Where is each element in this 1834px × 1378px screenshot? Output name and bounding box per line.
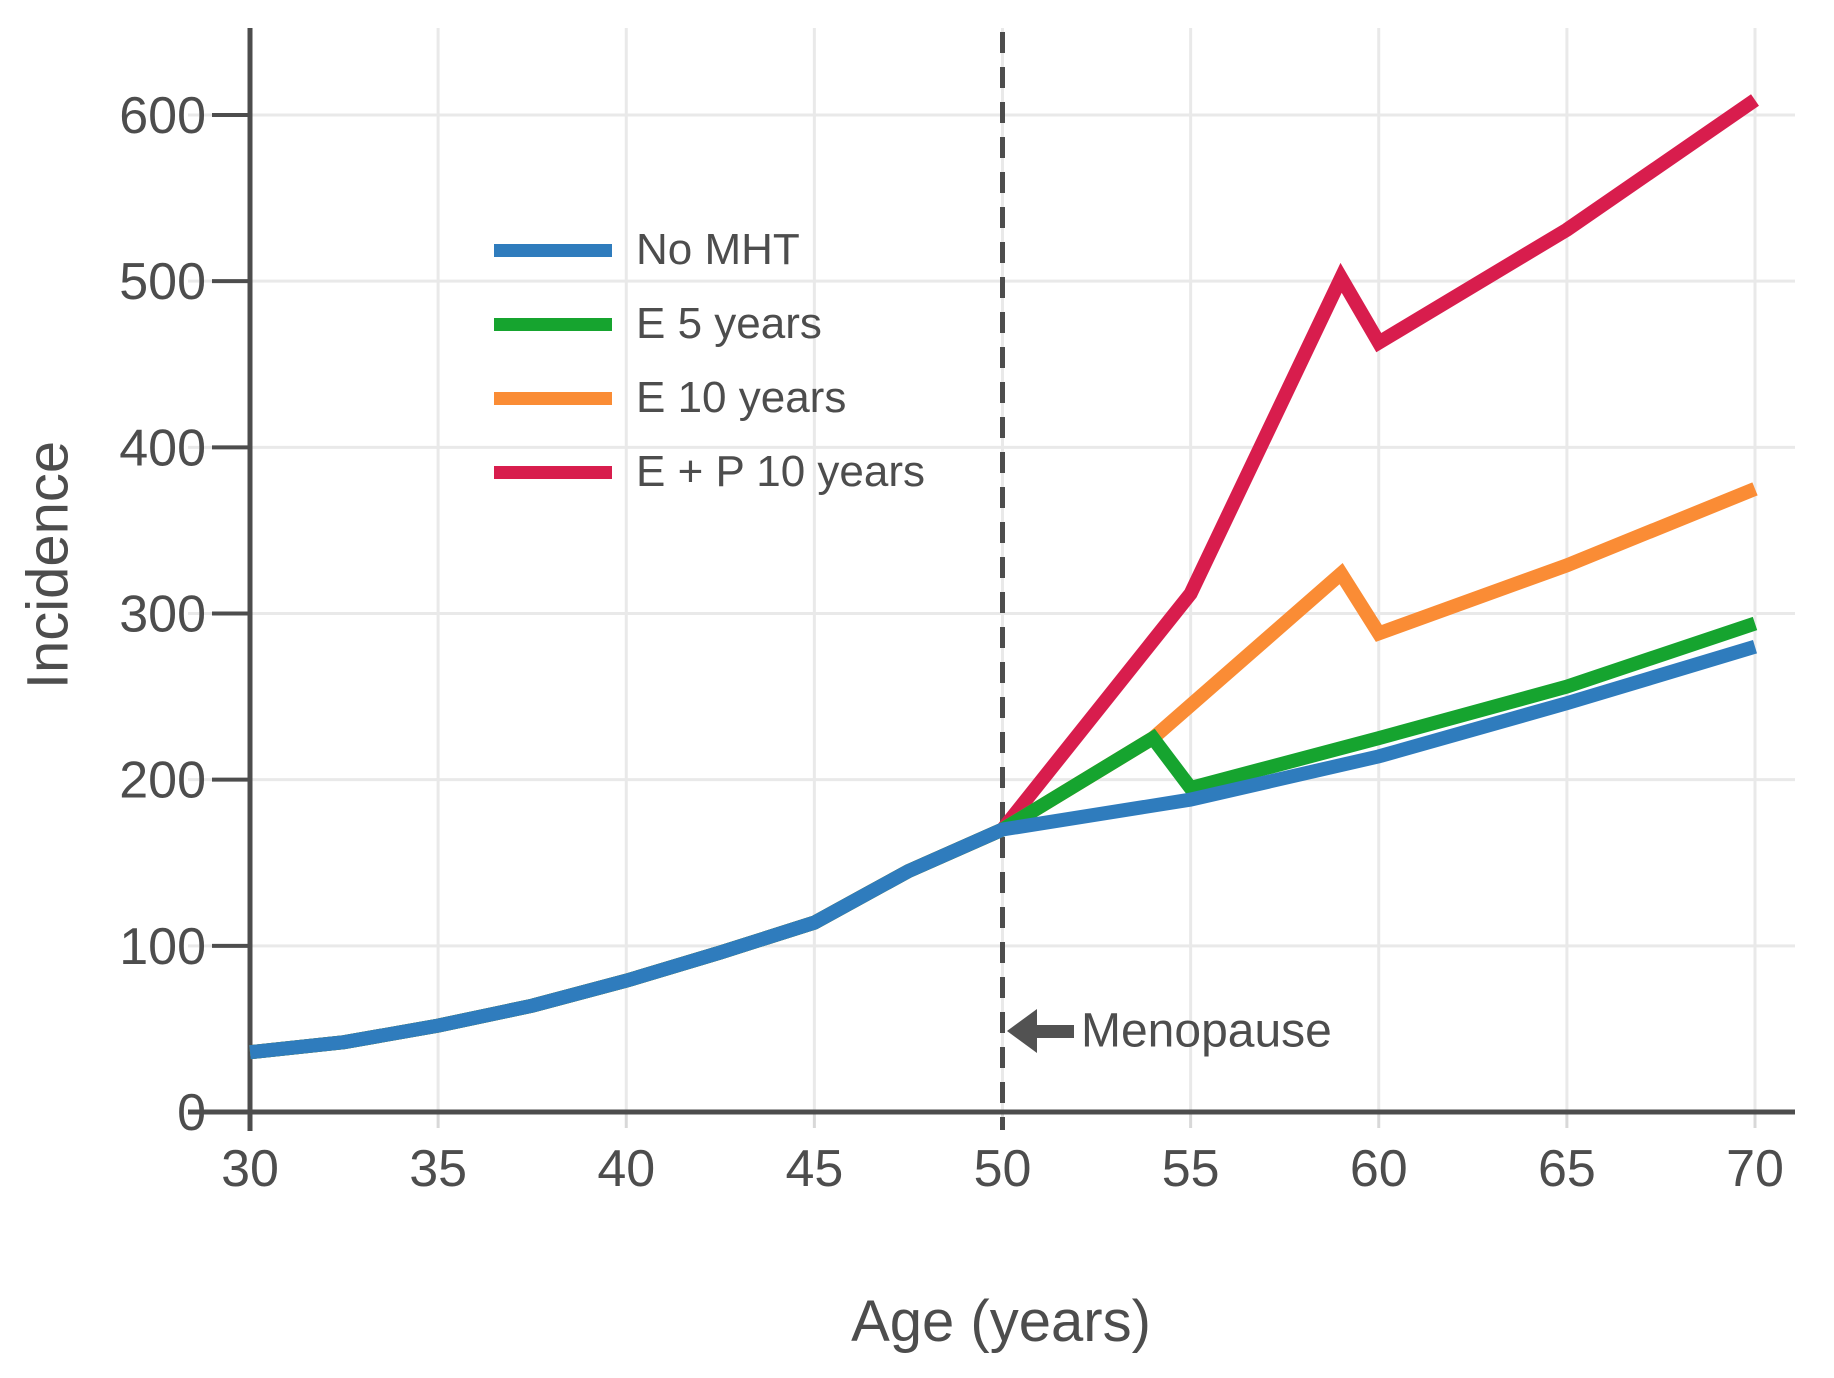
series-line-no-mht — [249, 639, 1758, 1060]
legend: No MHT E 5 years E 10 years E + P 10 years — [494, 213, 925, 509]
x-tick-label-70: 70 — [1726, 1140, 1784, 1198]
y-tick-label-500: 500 — [119, 253, 206, 311]
y-axis-title: Incidence — [15, 440, 81, 690]
legend-label: E 10 years — [636, 373, 847, 422]
legend-item-e-p-10-years: E + P 10 years — [494, 435, 925, 509]
legend-label: No MHT — [636, 225, 800, 274]
legend-swatch-e-5-years — [494, 317, 612, 331]
legend-swatch-e-10-years — [494, 391, 612, 405]
legend-label: E 5 years — [636, 299, 822, 348]
legend-item-e-5-years: E 5 years — [494, 287, 925, 361]
x-tick-label-45: 45 — [785, 1140, 843, 1198]
y-tick-label-600: 600 — [119, 87, 206, 145]
menopause-arrow-shaft — [1033, 1025, 1074, 1038]
x-tick-label-30: 30 — [221, 1140, 279, 1198]
legend-label: E + P 10 years — [636, 447, 926, 496]
y-tick-label-300: 300 — [119, 585, 206, 643]
y-tick-label-400: 400 — [119, 419, 206, 477]
legend-item-no-mht: No MHT — [494, 213, 925, 287]
y-tick-label-100: 100 — [119, 918, 206, 976]
menopause-annotation-label: Menopause — [1081, 1004, 1332, 1058]
menopause-arrow-head — [1007, 1009, 1037, 1053]
y-tick-label-0: 0 — [177, 1084, 206, 1142]
x-tick-label-60: 60 — [1350, 1140, 1408, 1198]
x-tick-label-40: 40 — [597, 1140, 655, 1198]
legend-swatch-no-mht — [494, 243, 612, 257]
x-tick-label-35: 35 — [409, 1140, 467, 1198]
x-tick-label-50: 50 — [974, 1140, 1032, 1198]
y-tick-label-200: 200 — [119, 752, 206, 810]
legend-item-e-10-years: E 10 years — [494, 361, 925, 435]
x-tick-label-55: 55 — [1162, 1140, 1220, 1198]
x-axis-title: Age (years) — [851, 1289, 1151, 1354]
legend-swatch-e-p-10-years — [494, 465, 612, 479]
x-tick-label-65: 65 — [1538, 1140, 1596, 1198]
